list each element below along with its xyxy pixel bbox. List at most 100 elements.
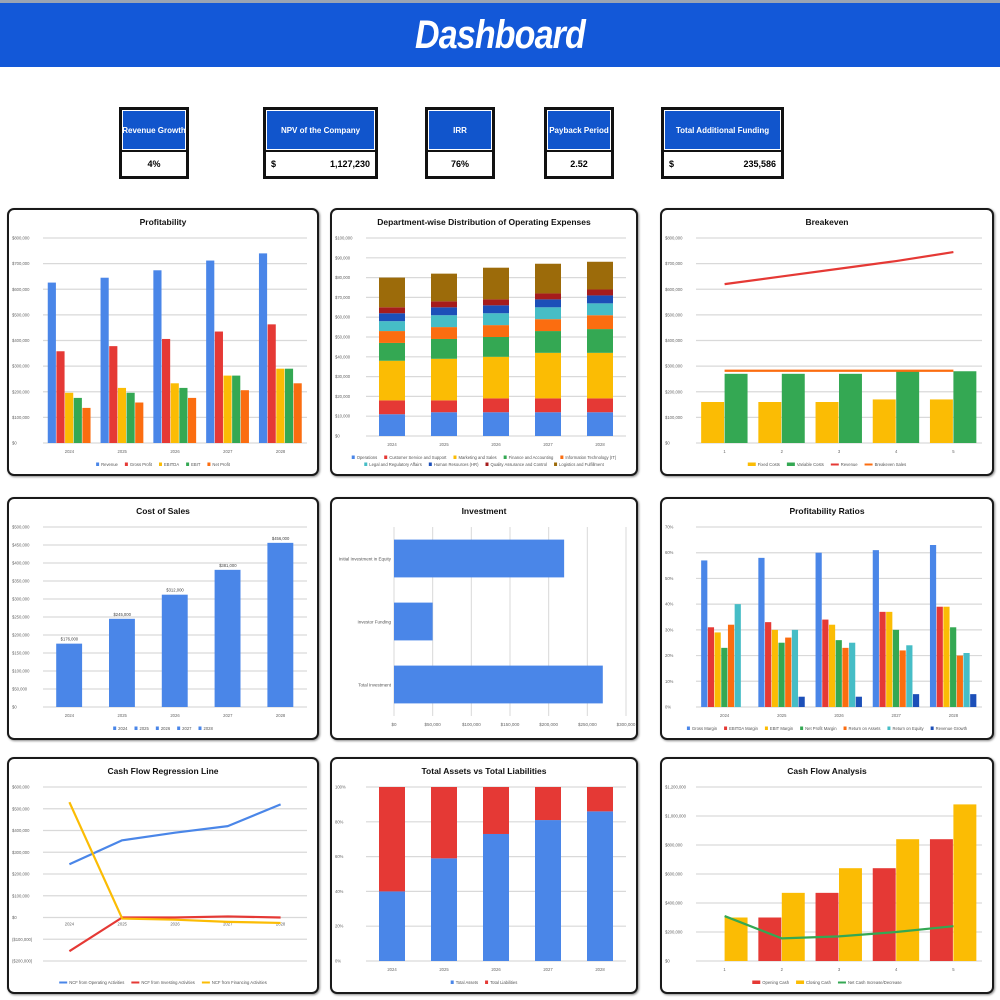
bar-segment-logistics-and-fulfillment	[587, 261, 613, 290]
x-tick-label: 2028	[949, 713, 959, 718]
bar-segment-legal-and-regulatory-affairs	[587, 303, 613, 316]
y-tick-label: $100,000	[12, 893, 30, 898]
top-border	[0, 0, 1000, 3]
kpi-value: $235,586	[664, 152, 781, 176]
kpi-payback-period: Payback Period 2.52	[544, 107, 614, 179]
y-tick-label: 60%	[665, 550, 674, 555]
bar-revenue	[153, 270, 162, 443]
legend-label: 2026	[161, 726, 171, 731]
legend-swatch	[485, 462, 489, 466]
bar-variable-costs	[896, 371, 920, 443]
x-tick-label: 2028	[276, 449, 286, 454]
bar-closing-cash	[724, 917, 748, 961]
legend-swatch	[351, 455, 355, 459]
x-tick-label: 4	[895, 449, 898, 454]
y-tick-label: 20%	[665, 653, 674, 658]
y-tick-label: $150,000	[12, 651, 30, 656]
x-tick-label: 2027	[543, 442, 553, 447]
currency-symbol: $	[669, 159, 675, 169]
y-tick-label: $200,000	[12, 389, 30, 394]
legend-label: Return on Equity	[892, 726, 924, 731]
y-tick-label: 40%	[335, 889, 344, 894]
bar-return-on-assets	[842, 647, 849, 707]
line-net-cash-increase-decrease	[724, 915, 954, 940]
chart-title: Breakeven	[805, 217, 848, 227]
legend-label: Breakeven Sales	[875, 462, 907, 467]
y-tick-label: 20%	[335, 924, 344, 929]
legend-swatch	[124, 462, 128, 466]
legend-label: Operations	[357, 455, 377, 460]
bar-ebitda	[65, 392, 74, 443]
bar-ebitda	[223, 375, 232, 443]
chart-svg: Total Assets vs Total Liabilities Total A…	[335, 766, 626, 985]
bar-segment-marketing-and-sales	[379, 360, 405, 401]
bar-cost-of-sales	[56, 643, 83, 707]
bar-ebit	[73, 397, 82, 443]
bar-fixed-costs	[701, 402, 725, 443]
kpi-label: NPV of the Company	[266, 110, 375, 150]
chart-cost-of-sales: Cost of Sales 2024 2025 2026 2027 2028 $0 $50,0…	[7, 497, 319, 740]
legend-swatch	[428, 462, 432, 466]
legend-swatch	[450, 980, 454, 984]
x-tick-label: 2	[781, 967, 784, 972]
y-tick-label: $300,000	[12, 597, 30, 602]
kpi-value: 2.52	[547, 152, 611, 176]
chart-title: Department-wise Distribution of Operatin…	[377, 217, 591, 227]
bar-net-profit	[82, 407, 91, 443]
bar-segment-human-resources-hr	[587, 295, 613, 304]
legend-swatch	[724, 726, 728, 730]
x-tick-label: 2024	[387, 442, 397, 447]
legend-label: NCF from Financing Activities	[212, 980, 267, 985]
x-tick-label: 2024	[65, 713, 75, 718]
chart-legend: NCF from Operating Activities NCF from In…	[59, 980, 267, 985]
bar-segment-information-technology-it	[587, 315, 613, 330]
bar-segment-information-technology-it	[483, 325, 509, 337]
legend-label: Fixed Costs	[758, 462, 780, 467]
legend-swatch	[207, 462, 211, 466]
y-tick-label: 60%	[335, 854, 344, 859]
x-tick-label: 2025	[118, 713, 128, 718]
bar-segment-customer-service-and-support	[535, 398, 561, 413]
bar-return-on-assets	[956, 655, 963, 707]
bar-net-profit-margin	[721, 647, 728, 707]
bar-return-on-equity	[906, 645, 913, 707]
legend-label: EBIT	[191, 462, 201, 467]
bar-closing-cash	[781, 892, 805, 961]
y-tick-label: $300,000	[12, 364, 30, 369]
y-tick-label: $90,000	[335, 255, 351, 260]
legend-label: Total Assets	[456, 980, 478, 985]
bar-gross-margin	[872, 550, 879, 707]
y-tick-label: $700,000	[665, 261, 683, 266]
y-tick-label: $200,000	[12, 872, 30, 877]
legend-label: Customer Service and Support	[389, 455, 447, 460]
x-tick-label: 3	[838, 967, 841, 972]
chart-cash-flow-analysis: Cash Flow Analysis Opening Cash Closing Ca…	[660, 757, 994, 994]
legend-swatch	[554, 462, 558, 466]
bar-ebitda-margin	[707, 627, 715, 707]
legend-swatch	[364, 462, 368, 466]
y-tick-label: $1,200,000	[665, 785, 687, 790]
x-tick-label: 2025	[439, 967, 449, 972]
legend-swatch	[485, 980, 489, 984]
bar-segment-finance-and-accounting	[483, 337, 509, 357]
kpi-value-text: 4%	[147, 159, 161, 169]
bar-net-profit	[187, 397, 197, 443]
y-tick-label: $0	[665, 441, 670, 446]
y-tick-label: $0	[12, 705, 17, 710]
chart-title: Investment	[462, 506, 507, 516]
bar-segment-total-assets	[483, 833, 509, 961]
bar-ebitda-margin	[879, 611, 886, 707]
x-tick-label: 2025	[439, 442, 449, 447]
legend-label: Total Liabilities	[490, 980, 517, 985]
page-title: Dashboard	[415, 12, 586, 57]
y-tick-label: ($100,000)	[12, 937, 33, 942]
bar-ebit-margin	[886, 611, 893, 707]
chart-profitability-ratios: Profitability Ratios Gross Margin EBITDA M…	[660, 497, 994, 740]
legend-swatch	[686, 726, 690, 730]
y-tick-label: $200,000	[665, 389, 683, 394]
bar-segment-finance-and-accounting	[535, 331, 561, 353]
bar-segment-legal-and-regulatory-affairs	[379, 321, 405, 332]
y-category-label: Investor Funding	[357, 620, 391, 625]
legend-swatch	[786, 462, 795, 466]
chart-svg: Profitability Revenue Gross Profit EBITDA EB…	[12, 217, 307, 467]
